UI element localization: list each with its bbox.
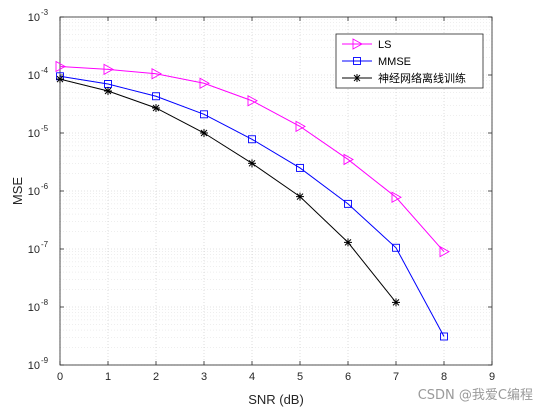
data-point [439,245,450,258]
axis-ticks: 0 1 2 3 4 5 6 7 8 910-910-810-710-610-510-410-3 [28,8,495,383]
series-3 [56,75,400,307]
x-tick-label: 4 [249,371,255,383]
y-tick-label: 10 [28,302,40,314]
data-point [55,60,66,73]
asterisk-stroke [56,75,64,83]
series [55,60,450,341]
asterisk-stroke [200,129,208,137]
data-point [392,298,400,307]
x-tick-label: 6 [345,371,351,383]
data-point [391,191,402,204]
series-line [59,78,397,303]
watermark: CSDN @我爱C编程 [417,388,533,403]
legend-label: 神经网络离线训练 [378,71,466,85]
y-tick-label: 10 [28,186,40,198]
y-tick-label: 10 [28,128,40,140]
data-point [152,103,160,112]
x-tick-label: 8 [441,371,447,383]
legend-item: LS [342,38,391,51]
y-tick-label-exponent: -8 [41,298,49,307]
x-tick-label: 2 [153,371,159,383]
x-tick-label: 9 [489,371,495,383]
legend-marker [353,57,361,65]
data-point [440,332,448,341]
legend-marker [353,74,361,82]
data-point [200,129,208,137]
y-tick-label-exponent: -7 [41,240,49,249]
data-point [296,192,304,201]
asterisk-stroke [248,159,256,167]
legend: LS MMSE 神经网络离线训练 [335,33,484,89]
asterisk-stroke [392,299,400,306]
asterisk-stroke [344,239,352,246]
data-point [343,153,354,166]
y-tick-label: 10 [28,12,40,24]
y-tick-label-exponent: -3 [41,8,49,17]
y-tick-label: 10 [28,244,40,256]
x-tick-label: 7 [393,371,399,383]
x-tick-label: 0 [57,371,63,383]
legend-label: LS [378,39,391,51]
y-tick-label: 10 [28,70,40,82]
legend-item: 神经网络离线训练 [342,71,466,85]
data-point [344,199,352,208]
legend-label: MMSE [378,56,411,68]
x-tick-label: 3 [201,371,207,383]
asterisk-stroke [104,87,112,95]
data-point [248,135,256,144]
series-line [59,75,445,337]
y-tick-label-exponent: -6 [41,182,49,191]
data-point [104,86,112,95]
data-point [200,110,208,119]
data-point [199,77,210,90]
asterisk-stroke [353,74,361,82]
y-tick-label: 10 [28,360,40,372]
x-tick-label: 5 [297,371,303,383]
y-axis-label: MSE [10,177,25,206]
asterisk-stroke [296,193,304,200]
y-tick-label-exponent: -4 [41,66,49,75]
data-point [248,159,256,168]
legend-marker [352,38,363,50]
asterisk-stroke [152,104,160,112]
data-point [247,94,258,107]
data-point [151,68,162,80]
data-point [295,120,306,133]
data-point [392,243,400,252]
data-point [296,163,304,172]
y-tick-label-exponent: -5 [41,124,49,133]
x-axis-label: SNR (dB) [248,392,304,407]
x-tick-label: 1 [105,371,111,383]
series-1 [55,60,450,258]
data-point [152,92,160,101]
data-point [344,238,352,247]
series-line [59,66,445,252]
y-tick-label-exponent: -9 [41,356,49,365]
data-point [103,63,114,76]
legend-item: MMSE [342,56,411,68]
data-point [56,75,64,84]
